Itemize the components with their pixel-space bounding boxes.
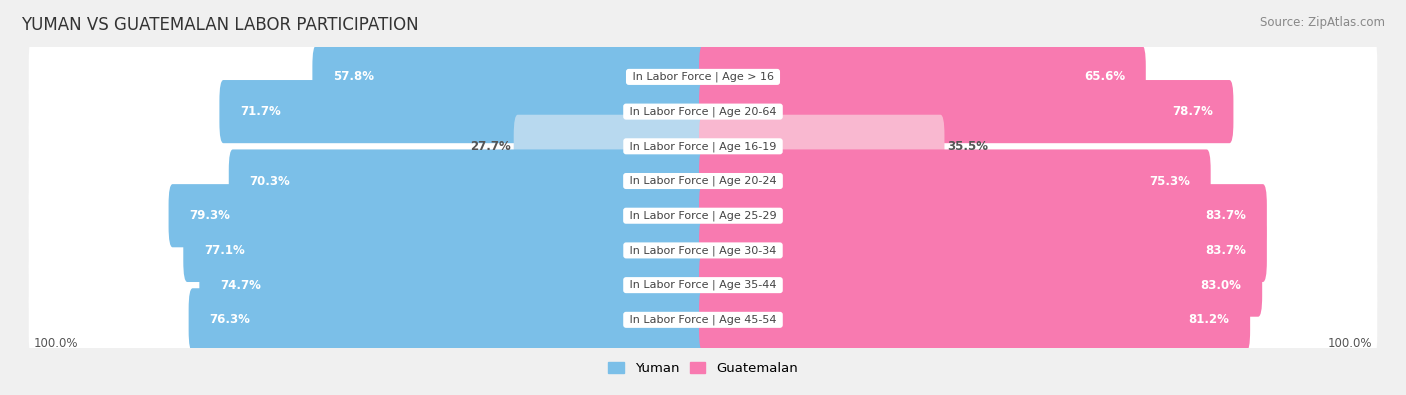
Text: 75.3%: 75.3% (1149, 175, 1189, 188)
FancyBboxPatch shape (229, 149, 707, 213)
Text: In Labor Force | Age 30-34: In Labor Force | Age 30-34 (626, 245, 780, 256)
FancyBboxPatch shape (699, 80, 1233, 143)
Text: In Labor Force | Age 16-19: In Labor Force | Age 16-19 (626, 141, 780, 152)
Text: 76.3%: 76.3% (209, 313, 250, 326)
Text: In Labor Force | Age 20-64: In Labor Force | Age 20-64 (626, 106, 780, 117)
FancyBboxPatch shape (219, 80, 707, 143)
FancyBboxPatch shape (28, 68, 1378, 155)
Text: 57.8%: 57.8% (333, 70, 374, 83)
FancyBboxPatch shape (200, 254, 707, 317)
Text: In Labor Force | Age 35-44: In Labor Force | Age 35-44 (626, 280, 780, 290)
FancyBboxPatch shape (312, 45, 707, 109)
FancyBboxPatch shape (699, 184, 1267, 247)
Text: 100.0%: 100.0% (34, 337, 79, 350)
Text: 83.7%: 83.7% (1205, 209, 1246, 222)
FancyBboxPatch shape (513, 115, 707, 178)
Text: YUMAN VS GUATEMALAN LABOR PARTICIPATION: YUMAN VS GUATEMALAN LABOR PARTICIPATION (21, 16, 419, 34)
Text: Source: ZipAtlas.com: Source: ZipAtlas.com (1260, 16, 1385, 29)
Text: 79.3%: 79.3% (190, 209, 231, 222)
Text: 83.0%: 83.0% (1201, 278, 1241, 292)
FancyBboxPatch shape (28, 34, 1378, 120)
Text: 27.7%: 27.7% (470, 140, 510, 153)
FancyBboxPatch shape (28, 276, 1378, 363)
Text: 83.7%: 83.7% (1205, 244, 1246, 257)
Text: 35.5%: 35.5% (948, 140, 988, 153)
Text: 65.6%: 65.6% (1084, 70, 1125, 83)
FancyBboxPatch shape (28, 137, 1378, 224)
Text: 100.0%: 100.0% (1327, 337, 1372, 350)
FancyBboxPatch shape (28, 172, 1378, 259)
FancyBboxPatch shape (188, 288, 707, 352)
FancyBboxPatch shape (699, 288, 1250, 352)
FancyBboxPatch shape (28, 103, 1378, 190)
FancyBboxPatch shape (699, 149, 1211, 213)
FancyBboxPatch shape (699, 219, 1267, 282)
Text: 70.3%: 70.3% (249, 175, 290, 188)
Text: In Labor Force | Age 45-54: In Labor Force | Age 45-54 (626, 314, 780, 325)
Text: In Labor Force | Age 20-24: In Labor Force | Age 20-24 (626, 176, 780, 186)
FancyBboxPatch shape (699, 115, 945, 178)
Text: 71.7%: 71.7% (240, 105, 281, 118)
Text: 74.7%: 74.7% (221, 278, 262, 292)
FancyBboxPatch shape (699, 45, 1146, 109)
Text: 81.2%: 81.2% (1188, 313, 1229, 326)
FancyBboxPatch shape (699, 254, 1263, 317)
Text: 77.1%: 77.1% (204, 244, 245, 257)
Text: 78.7%: 78.7% (1171, 105, 1213, 118)
FancyBboxPatch shape (169, 184, 707, 247)
FancyBboxPatch shape (183, 219, 707, 282)
FancyBboxPatch shape (28, 242, 1378, 329)
Legend: Yuman, Guatemalan: Yuman, Guatemalan (603, 356, 803, 380)
Text: In Labor Force | Age > 16: In Labor Force | Age > 16 (628, 71, 778, 82)
FancyBboxPatch shape (28, 207, 1378, 294)
Text: In Labor Force | Age 25-29: In Labor Force | Age 25-29 (626, 211, 780, 221)
